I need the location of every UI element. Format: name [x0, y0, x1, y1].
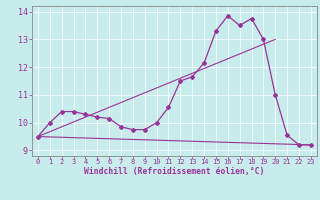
X-axis label: Windchill (Refroidissement éolien,°C): Windchill (Refroidissement éolien,°C)	[84, 167, 265, 176]
